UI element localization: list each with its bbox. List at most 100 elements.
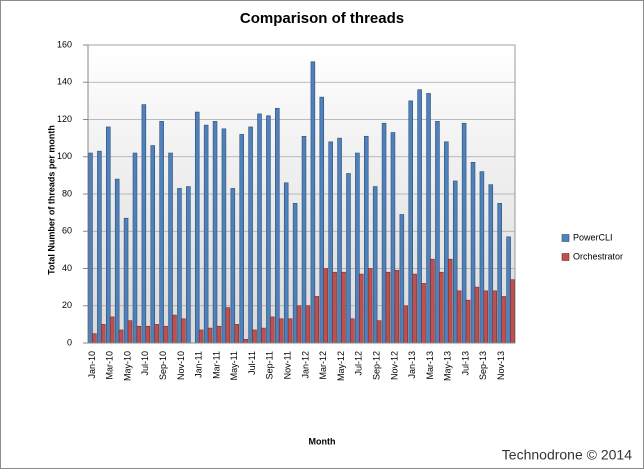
bar — [118, 329, 124, 344]
x-tick-label: Jul-11 — [247, 351, 257, 375]
x-tick-label: Jan-13 — [407, 351, 417, 379]
bar — [243, 338, 248, 344]
x-tick-label: Sep-10 — [158, 351, 168, 380]
bar — [278, 318, 284, 344]
bar — [239, 134, 244, 344]
bar — [132, 152, 138, 344]
bar — [359, 273, 364, 344]
bar — [447, 258, 453, 344]
bar — [257, 113, 262, 344]
bar — [172, 314, 177, 344]
bar — [372, 186, 378, 344]
bar — [301, 135, 307, 344]
bar — [474, 286, 480, 344]
bar — [194, 111, 200, 344]
bar — [123, 217, 129, 344]
bar — [225, 307, 231, 344]
bar — [430, 258, 435, 344]
legend-swatch — [561, 234, 570, 242]
bar — [376, 320, 382, 344]
bar — [355, 152, 360, 344]
bar — [310, 61, 316, 344]
x-tick-label: Sep-12 — [371, 351, 381, 380]
bar — [154, 324, 159, 344]
bar — [367, 268, 373, 344]
bar — [435, 121, 440, 344]
bar — [399, 214, 405, 344]
bar — [221, 128, 227, 344]
watermark: Technodrone © 2014 — [502, 447, 632, 463]
x-tick-label: Sep-13 — [478, 351, 488, 380]
bar — [350, 318, 355, 344]
bar — [421, 283, 426, 344]
bar — [248, 126, 253, 344]
bar — [109, 316, 115, 344]
bar — [394, 270, 400, 344]
bar — [114, 178, 120, 344]
legend-label: PowerCLI — [573, 232, 613, 242]
bar — [186, 186, 191, 344]
bar — [412, 273, 417, 344]
x-axis-label: Month — [309, 436, 336, 446]
bar — [136, 325, 142, 344]
x-tick-label: Mar-12 — [318, 351, 328, 380]
x-tick-label: May-10 — [122, 351, 132, 381]
bar — [328, 141, 333, 344]
bar — [510, 279, 515, 344]
bar — [212, 121, 218, 344]
bar — [346, 173, 351, 344]
bar — [314, 296, 320, 344]
bar — [470, 162, 476, 344]
bar — [483, 290, 489, 344]
x-tick-label: Jul-13 — [460, 351, 470, 376]
bar — [452, 180, 458, 344]
y-tick-label: 0 — [67, 337, 72, 347]
x-tick-label: May-12 — [336, 351, 346, 381]
bar — [501, 296, 506, 344]
bar — [92, 333, 97, 344]
bar — [181, 318, 186, 344]
y-tick-label: 120 — [57, 114, 72, 124]
bar — [168, 152, 173, 344]
y-tick-label: 160 — [57, 39, 72, 49]
bar — [426, 93, 431, 344]
bar — [403, 305, 409, 344]
x-tick-label: Mar-13 — [425, 351, 435, 380]
bar — [127, 320, 133, 344]
x-tick-label: Jul-10 — [140, 351, 150, 376]
bar — [283, 182, 289, 344]
legend-swatch — [561, 253, 570, 261]
bar — [275, 108, 280, 344]
bar — [203, 124, 209, 344]
y-tick-label: 100 — [57, 151, 72, 161]
bar — [97, 150, 102, 344]
bar — [287, 318, 293, 344]
bar — [444, 141, 449, 344]
bar — [417, 89, 422, 344]
bar — [159, 121, 164, 344]
bar — [101, 324, 106, 344]
bar — [479, 171, 485, 344]
bar — [270, 316, 275, 344]
bar — [252, 329, 257, 344]
x-tick-label: Jul-12 — [354, 351, 364, 376]
bar — [234, 324, 239, 344]
bar — [230, 188, 236, 344]
y-tick-label: 20 — [62, 300, 72, 310]
bar — [456, 290, 462, 344]
y-tick-label: 40 — [62, 263, 72, 273]
bar — [488, 184, 494, 344]
bar — [390, 132, 396, 344]
x-tick-label: Nov-10 — [176, 351, 186, 380]
bar — [381, 122, 387, 344]
bar — [305, 305, 311, 344]
x-tick-label: Jan-10 — [87, 351, 97, 379]
bar — [506, 236, 511, 344]
bar — [150, 145, 156, 344]
bar — [88, 152, 93, 344]
y-tick-label: 60 — [62, 226, 72, 236]
bar — [341, 271, 346, 344]
bar — [319, 96, 325, 344]
x-tick-label: May-13 — [443, 351, 453, 381]
